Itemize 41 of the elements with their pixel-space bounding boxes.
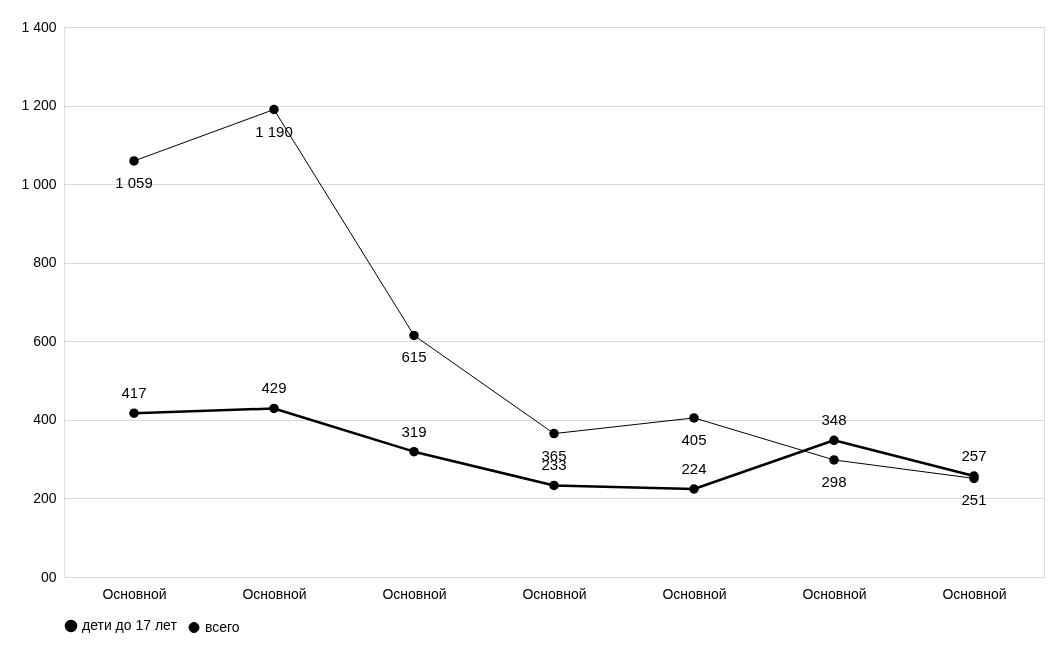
point [689,484,699,494]
x-tick-label: Основной [522,585,587,602]
x-tick-label: Основной [242,585,307,602]
y-tick-label: 400 [33,411,57,428]
x-tick-label: Основной [662,585,727,602]
data-label: 417 [121,384,147,402]
data-label: 348 [821,411,847,429]
x-tick-label: Основной [382,585,447,602]
data-label: 298 [821,472,847,490]
data-label: 251 [961,491,987,509]
x-tick-label: Основной [102,585,167,602]
point [129,408,139,418]
point [269,104,279,115]
data-label: 319 [401,422,427,440]
x-tick-label: Основной [942,585,1007,602]
y-tick-label: 1 200 [21,97,57,114]
point [549,428,559,439]
point [409,330,419,341]
x-tick-label: Основной [802,585,867,602]
data-label: 615 [401,348,427,366]
legend-label: дети до 17 лет [82,617,178,633]
y-tick-label: 00 [40,568,57,585]
y-tick-label: 800 [33,254,57,271]
point [409,446,419,457]
legend-label: всего [205,618,240,635]
point [829,435,839,446]
data-label: 1 190 [255,122,293,140]
point [129,156,139,166]
y-tick-label: 1 000 [21,175,57,192]
data-label: 257 [961,447,987,465]
data-label: 429 [261,379,287,397]
data-label: 224 [681,460,707,477]
point [549,480,559,491]
y-tick-label: 600 [33,332,57,349]
data-label: 405 [681,430,707,448]
y-tick-label: 200 [33,489,57,506]
data-label: 1 059 [115,173,153,191]
y-tick-label: 1 400 [21,18,57,35]
point [689,413,699,423]
point [269,403,279,414]
point [829,455,839,465]
